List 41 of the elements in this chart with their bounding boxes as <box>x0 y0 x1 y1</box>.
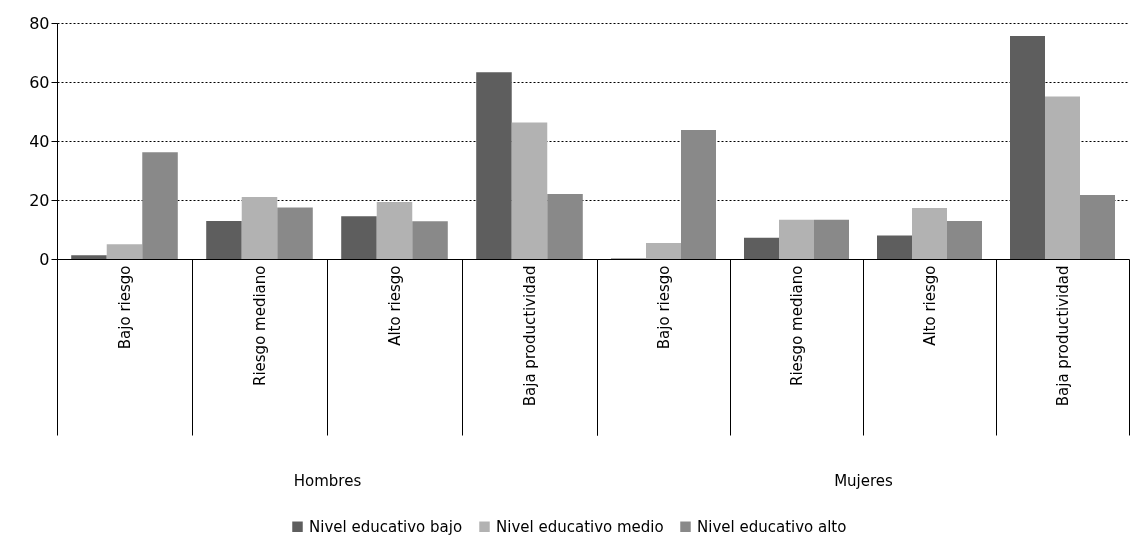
bar <box>106 244 143 259</box>
bar <box>1080 194 1115 259</box>
x-axis-title: Hombres <box>293 472 362 490</box>
bar <box>241 197 278 259</box>
bar <box>412 221 448 259</box>
bar <box>376 202 413 259</box>
y-tick-label: 20 <box>29 190 50 210</box>
bar <box>206 220 242 259</box>
bar <box>912 207 947 259</box>
bar <box>511 122 548 259</box>
bar <box>1010 35 1045 259</box>
y-tick-label: 60 <box>29 72 50 92</box>
bar <box>681 130 716 259</box>
bar <box>646 243 681 259</box>
x-tick-label: Alto riesgo <box>386 265 404 346</box>
x-tick-label: Baja productividad <box>521 265 539 407</box>
x-tick-label: Alto riesgo <box>921 265 939 346</box>
bar <box>277 207 313 259</box>
y-tick-label: 0 <box>39 249 50 269</box>
legend-label: Nivel educativo medio <box>496 517 664 536</box>
bar <box>744 237 779 259</box>
x-tick-label: Bajo riesgo <box>116 265 134 350</box>
bar <box>947 220 982 259</box>
x-tick-label: Baja productividad <box>1054 265 1072 407</box>
bar <box>779 219 814 259</box>
legend-label: Nivel educativo bajo <box>309 517 463 536</box>
x-tick-label: Riesgo mediano <box>788 265 806 387</box>
bar <box>1045 96 1080 259</box>
legend-label: Nivel educativo alto <box>697 517 847 536</box>
bar <box>476 72 512 259</box>
y-tick-label: 40 <box>29 131 50 151</box>
bar <box>71 255 107 259</box>
x-tick-label: Bajo riesgo <box>655 265 673 350</box>
bar <box>814 219 849 259</box>
x-axis-title: Mujeres <box>834 472 894 490</box>
bar <box>142 152 178 259</box>
x-tick-label: Riesgo mediano <box>251 265 269 387</box>
bar <box>547 194 583 259</box>
bar <box>341 216 377 259</box>
y-tick-label: 80 <box>29 13 50 33</box>
bar <box>877 235 912 259</box>
